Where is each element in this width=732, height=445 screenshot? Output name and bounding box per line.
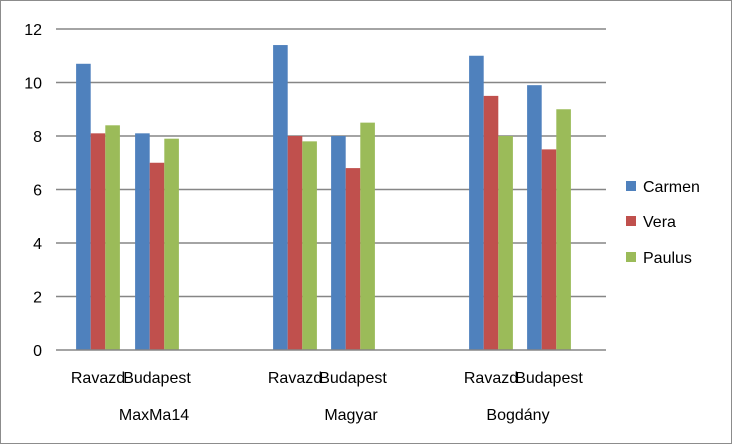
y-tick-label: 12: [24, 22, 42, 39]
bar-paulus-4: [498, 136, 513, 350]
bar-paulus-3: [360, 122, 375, 351]
x-category-label: Ravazd: [464, 370, 518, 387]
bar-paulus-0: [105, 125, 120, 350]
legend-label-carmen: Carmen: [643, 179, 700, 196]
y-tick-label: 2: [33, 290, 42, 307]
y-tick-label: 6: [33, 183, 42, 200]
bars: [76, 45, 571, 351]
x-category-label: Budapest: [515, 370, 583, 387]
x-group-label: Bogdány: [486, 407, 549, 424]
y-axis-ticks: 0 2 4 6 8 10 12: [24, 22, 42, 360]
x-axis-group-labels: MaxMa14 Magyar Bogdány: [119, 407, 550, 424]
x-group-label: Magyar: [324, 407, 378, 424]
y-tick-label: 10: [24, 76, 42, 93]
legend: Carmen Vera Paulus: [626, 179, 700, 267]
legend-swatch-carmen: [626, 181, 636, 191]
x-category-label: Budapest: [123, 370, 191, 387]
legend-swatch-vera: [626, 216, 636, 226]
bar-carmen-0: [76, 63, 91, 350]
bar-vera-4: [483, 95, 499, 351]
bar-vera-3: [345, 168, 361, 350]
x-category-label: Ravazd: [268, 370, 322, 387]
bar-vera-5: [541, 149, 557, 351]
x-category-label: Ravazd: [71, 370, 125, 387]
bar-vera-0: [90, 133, 106, 350]
bar-vera-2: [287, 136, 303, 350]
bar-vera-1: [149, 162, 165, 350]
bar-carmen-5: [527, 85, 542, 351]
bar-carmen-4: [469, 55, 484, 350]
x-group-label: MaxMa14: [119, 407, 189, 424]
x-category-label: Budapest: [319, 370, 387, 387]
bar-paulus-5: [556, 109, 571, 350]
bar-carmen-2: [273, 45, 288, 351]
legend-label-paulus: Paulus: [643, 250, 692, 267]
bar-carmen-1: [135, 133, 150, 350]
y-tick-label: 4: [33, 236, 42, 253]
legend-swatch-paulus: [626, 252, 636, 262]
bar-carmen-3: [331, 136, 346, 350]
y-tick-label: 8: [33, 129, 42, 146]
bar-paulus-2: [302, 141, 317, 350]
y-tick-label: 0: [33, 343, 42, 360]
legend-label-vera: Vera: [643, 214, 676, 231]
bar-paulus-1: [164, 138, 179, 350]
